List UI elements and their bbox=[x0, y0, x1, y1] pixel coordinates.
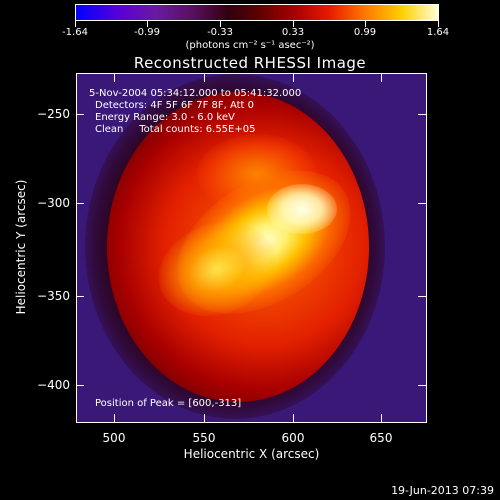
time-range: 5-Nov-2004 05:34:12.000 to 05:41:32.000 bbox=[89, 88, 302, 99]
colorbar-tick-label: 1.64 bbox=[426, 27, 450, 38]
y-tick-right bbox=[418, 114, 426, 115]
x-tick-top bbox=[114, 74, 115, 82]
x-tick bbox=[381, 414, 382, 422]
x-tick-label: 550 bbox=[192, 431, 216, 445]
rhessi-image bbox=[76, 73, 427, 423]
y-tick-label: −250 bbox=[37, 107, 70, 121]
detectors-info: Detectors: 4F 5F 6F 7F 8F, Att 0 bbox=[95, 100, 255, 111]
colorbar bbox=[75, 4, 439, 21]
x-tick bbox=[204, 414, 205, 422]
y-axis-title: Heliocentric Y (arcsec) bbox=[14, 179, 28, 315]
colorbar-tick bbox=[293, 21, 294, 27]
colorbar-tick bbox=[438, 21, 439, 27]
colorbar-tick bbox=[365, 21, 366, 27]
colorbar-tick-label: 0.99 bbox=[353, 27, 377, 38]
x-tick-label: 650 bbox=[369, 431, 393, 445]
y-tick-right bbox=[418, 385, 426, 386]
x-tick-top bbox=[204, 74, 205, 82]
colorbar-tick bbox=[147, 21, 148, 27]
y-tick-right bbox=[418, 203, 426, 204]
peak-spot bbox=[267, 184, 337, 234]
x-tick-top bbox=[381, 74, 382, 82]
y-tick bbox=[76, 203, 84, 204]
y-tick bbox=[76, 114, 84, 115]
y-tick bbox=[76, 385, 84, 386]
x-tick-label: 600 bbox=[281, 431, 305, 445]
x-tick bbox=[293, 414, 294, 422]
colorbar-tick bbox=[75, 21, 76, 27]
x-tick-top bbox=[293, 74, 294, 82]
image-title: Reconstructed RHESSI Image bbox=[133, 54, 367, 72]
colorbar-tick bbox=[220, 21, 221, 27]
y-tick-label: −350 bbox=[37, 289, 70, 303]
y-tick-label: −300 bbox=[37, 196, 70, 210]
colorbar-units: (photons cm⁻² s⁻¹ asec⁻²) bbox=[185, 40, 315, 51]
x-axis-title: Heliocentric X (arcsec) bbox=[183, 447, 320, 461]
clean-info: Clean Total counts: 6.55E+05 bbox=[95, 124, 256, 135]
y-tick-label: −400 bbox=[37, 378, 70, 392]
x-tick-label: 500 bbox=[102, 431, 126, 445]
colorbar-tick-label: -0.99 bbox=[134, 27, 160, 38]
y-tick-right bbox=[418, 296, 426, 297]
colorbar-tick-label: -0.33 bbox=[207, 27, 233, 38]
colorbar-tick-label: -1.64 bbox=[62, 27, 88, 38]
generation-date: 19-Jun-2013 07:39 bbox=[391, 484, 494, 497]
y-tick bbox=[76, 296, 84, 297]
x-tick bbox=[114, 414, 115, 422]
peak-position: Position of Peak = [600,-313] bbox=[95, 398, 242, 409]
colorbar-tick-label: 0.33 bbox=[281, 27, 305, 38]
energy-info: Energy Range: 3.0 - 6.0 keV bbox=[95, 112, 235, 123]
